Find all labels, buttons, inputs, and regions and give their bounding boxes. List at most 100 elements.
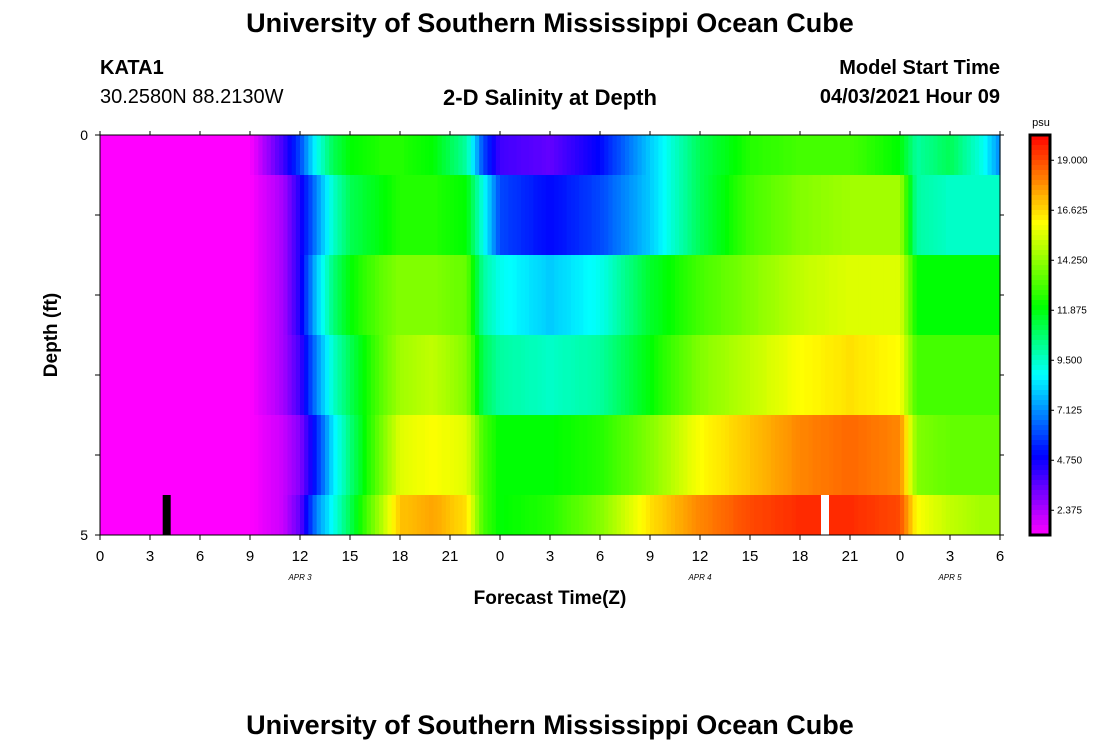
heatmap-cell — [670, 255, 676, 335]
heatmap-cell — [679, 415, 684, 495]
heatmap-cell — [975, 335, 980, 415]
heatmap-cell — [291, 335, 297, 415]
heatmap-cell — [141, 335, 147, 415]
heatmap-cell — [195, 175, 201, 255]
heatmap-cell — [187, 135, 193, 175]
heatmap-cell — [204, 335, 209, 415]
heatmap-cell — [800, 255, 805, 335]
heatmap-cell — [158, 415, 164, 495]
heatmap-cell — [450, 175, 455, 255]
heatmap-cell — [604, 135, 609, 175]
heatmap-cell — [708, 495, 714, 535]
heatmap-cell — [791, 415, 797, 495]
heatmap-cell — [320, 255, 326, 335]
heatmap-cell — [425, 255, 430, 335]
heatmap-cell — [175, 255, 180, 335]
heatmap-cell — [216, 255, 222, 335]
heatmap-cell — [233, 495, 239, 535]
heatmap-cell — [400, 415, 405, 495]
heatmap-cell — [912, 175, 918, 255]
heatmap-cell — [325, 175, 330, 255]
heatmap-cell — [958, 335, 964, 415]
heatmap-cell — [608, 255, 614, 335]
heatmap-cell — [254, 175, 259, 255]
y-axis-label: Depth (ft) — [41, 293, 62, 377]
heatmap-cell — [637, 255, 643, 335]
heatmap-cell — [270, 175, 276, 255]
heatmap-cell — [616, 175, 622, 255]
heatmap-cell — [729, 175, 734, 255]
heatmap-cell — [258, 135, 264, 175]
heatmap-cell — [716, 335, 722, 415]
heatmap-cell — [954, 175, 959, 255]
heatmap-cell — [895, 135, 901, 175]
heatmap-cell — [875, 255, 880, 335]
heatmap-cell — [133, 175, 139, 255]
heatmap-cell — [766, 495, 772, 535]
heatmap-cell — [458, 335, 464, 415]
heatmap-cell — [575, 255, 580, 335]
heatmap-cell — [725, 175, 730, 255]
heatmap-cell — [187, 335, 193, 415]
heatmap-cell — [970, 175, 976, 255]
heatmap-cell — [150, 495, 155, 535]
heatmap-cell — [345, 255, 351, 335]
heatmap-cell — [795, 135, 801, 175]
heatmap-cell — [129, 135, 134, 175]
heatmap-cell — [883, 255, 889, 335]
heatmap-cell — [220, 495, 226, 535]
heatmap-cell — [916, 415, 922, 495]
heatmap-cell — [916, 135, 922, 175]
heatmap-cell — [458, 415, 464, 495]
heatmap-cell — [845, 135, 851, 175]
heatmap-cell — [533, 255, 539, 335]
heatmap-cell — [983, 175, 989, 255]
heatmap-cell — [341, 135, 347, 175]
x-tick-label: 18 — [792, 548, 809, 565]
colorbar-swatch — [1030, 455, 1050, 461]
heatmap-cell — [433, 335, 439, 415]
heatmap-cell — [704, 495, 709, 535]
heatmap-cell — [950, 415, 955, 495]
heatmap-cell — [816, 175, 822, 255]
heatmap-cell — [479, 415, 484, 495]
heatmap-cell — [820, 135, 826, 175]
heatmap-cell — [595, 135, 601, 175]
heatmap-cell — [237, 495, 243, 535]
heatmap-cell — [316, 255, 322, 335]
colorbar-swatch — [1030, 315, 1050, 321]
heatmap-cell — [929, 415, 934, 495]
heatmap-cell — [362, 135, 368, 175]
colorbar-swatch — [1030, 190, 1050, 196]
heatmap-cell — [433, 495, 439, 535]
heatmap-cell — [383, 175, 389, 255]
heatmap-cell — [937, 415, 943, 495]
heatmap-cell — [475, 335, 480, 415]
heatmap-cell — [104, 335, 109, 415]
heatmap-cell — [345, 335, 351, 415]
heatmap-cell — [137, 415, 143, 495]
heatmap-cell — [400, 175, 405, 255]
heatmap-cell — [691, 135, 697, 175]
heatmap-cell — [675, 255, 680, 335]
heatmap-cell — [808, 175, 814, 255]
heatmap-cell — [875, 135, 880, 175]
heatmap-cell — [870, 415, 876, 495]
heatmap-cell — [529, 255, 534, 335]
heatmap-cell — [416, 135, 422, 175]
heatmap-cell — [670, 175, 676, 255]
heatmap-cell — [858, 495, 864, 535]
heatmap-cell — [529, 415, 534, 495]
heatmap-cell — [595, 495, 601, 535]
colorbar-swatch — [1030, 135, 1050, 141]
heatmap-cell — [120, 255, 126, 335]
heatmap-cell — [775, 255, 780, 335]
colorbar-swatch — [1030, 405, 1050, 411]
heatmap-cell — [691, 255, 697, 335]
heatmap-cell — [654, 135, 659, 175]
heatmap-cell — [441, 175, 447, 255]
heatmap-cell — [637, 135, 643, 175]
heatmap-cell — [908, 175, 914, 255]
heatmap-cell — [933, 255, 939, 335]
heatmap-cell — [325, 255, 330, 335]
